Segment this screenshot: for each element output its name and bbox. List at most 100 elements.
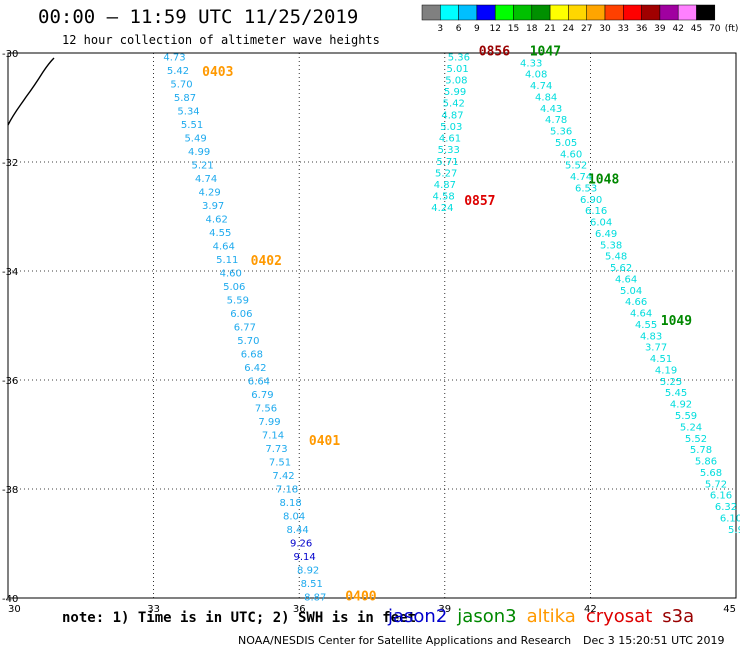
color-scale-label: 27 [581,24,592,34]
color-scale-bin [696,4,716,21]
mission-legend-cryosat: cryosat [585,606,653,627]
legend-note: note: 1) Time is in UTC; 2) SWH is in fe… [62,610,417,626]
wave-height-value: 4.74 [530,81,552,92]
color-scale-label: 15 [508,24,519,34]
color-scale-bin [531,4,551,21]
wave-height-value: 4.33 [520,58,542,69]
wave-height-value: 4.78 [545,115,567,126]
color-scale-label: 42 [672,24,683,34]
satellite-tracks: 4.73 5.42 5.70 5.87 5.34 5.51 5.49 4.99 5.21 4.74… [163,52,740,603]
wave-height-value: 4.73 [163,52,185,63]
wave-height-value: 5.04 [620,286,642,297]
wave-height-value: 5.59 [227,295,249,306]
wave-height-value: 7.56 [255,403,277,414]
footer-credit: NOAA/NESDIS Center for Satellite Applica… [238,634,572,647]
pass-time-label: 1047 [530,44,561,59]
color-scale-label: 21 [544,24,555,34]
color-scale-bin [641,4,661,21]
wave-height-value: 5.68 [700,468,722,479]
wave-height-value: 7.18 [276,484,298,495]
color-scale-bin [494,4,514,21]
wave-height-value: 5.21 [191,160,213,171]
pass-time-label: 0401 [309,434,340,449]
wave-height-value: 4.43 [540,104,562,115]
wave-height-value: 7.14 [262,430,284,441]
wave-height-value: 4.74 [570,172,592,183]
footer-timestamp: Dec 3 15:20:51 UTC 2019 [583,634,725,647]
pass-time-label: 0856 [479,44,510,59]
wave-height-value: 4.29 [199,187,221,198]
color-scale-label: 18 [526,24,538,34]
wave-height-value: 4.64 [630,309,652,320]
mission-legend-jason3: jason3 [457,606,517,627]
color-scale-label: 70 [709,24,721,34]
y-tick-label: -40 [2,594,18,605]
x-tick-label: 33 [147,604,160,615]
wave-height-value: 4.74 [195,174,217,185]
pass-time-label: 0402 [251,254,282,269]
color-scale-bin [659,4,679,21]
wave-height-value: 4.60 [220,268,242,279]
wave-height-value: 4.60 [560,149,582,160]
wave-height-value: 6.90 [580,195,602,206]
color-scale-label: 30 [599,24,611,34]
wave-height-value: 4.58 [433,192,455,203]
wave-height-value: 5.62 [610,263,632,274]
y-tick-label: -36 [2,376,18,387]
wave-height-value: 9.14 [294,552,316,563]
color-scale-label: 36 [636,24,648,34]
wave-height-value: 5.08 [445,75,467,86]
y-tick-label: -38 [2,485,18,496]
color-scale-label: 45 [691,24,702,34]
wave-height-value: 5.48 [605,252,627,263]
color-scale-unit: (ft) [725,24,739,34]
mission-legend-jason2: jason2 [388,606,448,627]
color-scale-bin [604,4,624,21]
color-scale-bin [513,4,533,21]
wave-height-value: 5.27 [435,168,457,179]
wave-height-value: 9.26 [290,538,312,549]
color-scale-label: 33 [618,24,629,34]
wave-height-value: 5.36 [550,127,572,138]
color-scale: 3 6 9 12 15 18 21 24 27 30 33 36 39 42 45 70 (ft) [421,4,739,34]
wave-height-value: 4.64 [615,274,637,285]
wave-height-value: 5.9 [728,525,740,536]
color-scale-bin [568,4,587,21]
wave-height-value: 5.59 [675,411,697,422]
wave-height-value: 5.38 [600,240,622,251]
page-title: 00:00 – 11:59 UTC 11/25/2019 [38,6,359,28]
color-scale-label: 6 [456,24,462,34]
wave-height-value: 4.83 [640,331,662,342]
wave-height-value: 4.19 [655,365,677,376]
wave-height-value: 5.45 [665,388,687,399]
color-scale-bin [623,4,642,21]
color-scale-label: 39 [654,24,666,34]
wave-height-value: 8.87 [304,592,326,603]
x-tick-label: 45 [723,604,736,615]
page-subtitle: 12 hour collection of altimeter wave hei… [62,33,380,47]
wave-height-value: 5.24 [680,422,702,433]
color-scale-label: 24 [563,24,575,34]
wave-height-value: 6.68 [241,349,263,360]
wave-height-value: 3.97 [202,201,224,212]
wave-height-value: 5.05 [555,138,577,149]
wave-height-value: 5.42 [167,66,189,77]
color-scale-bin [549,4,569,21]
wave-height-value: 6.53 [575,183,597,194]
wave-height-value: 6.16 [710,491,732,502]
mission-legend-altika: altika [526,606,576,627]
pass-time-label: 0400 [345,589,376,604]
wave-height-value: 5.11 [216,255,238,266]
wave-height-value: 4.55 [209,228,231,239]
wave-height-value: 5.52 [565,161,587,172]
wave-height-value: 6.06 [230,309,252,320]
wave-height-value: 5.71 [436,157,458,168]
wave-height-value: 6.79 [251,390,273,401]
wave-height-value: 6.10 [720,513,740,524]
wave-height-value: 5.87 [174,93,196,104]
wave-height-value: 5.52 [685,434,707,445]
pass-time-label: 0403 [202,65,233,80]
wave-height-value: 5.70 [237,336,259,347]
axis-ticks: 30 33 36 39 42 45 -30 -32 -34 -36 -38 -40 [2,49,736,615]
